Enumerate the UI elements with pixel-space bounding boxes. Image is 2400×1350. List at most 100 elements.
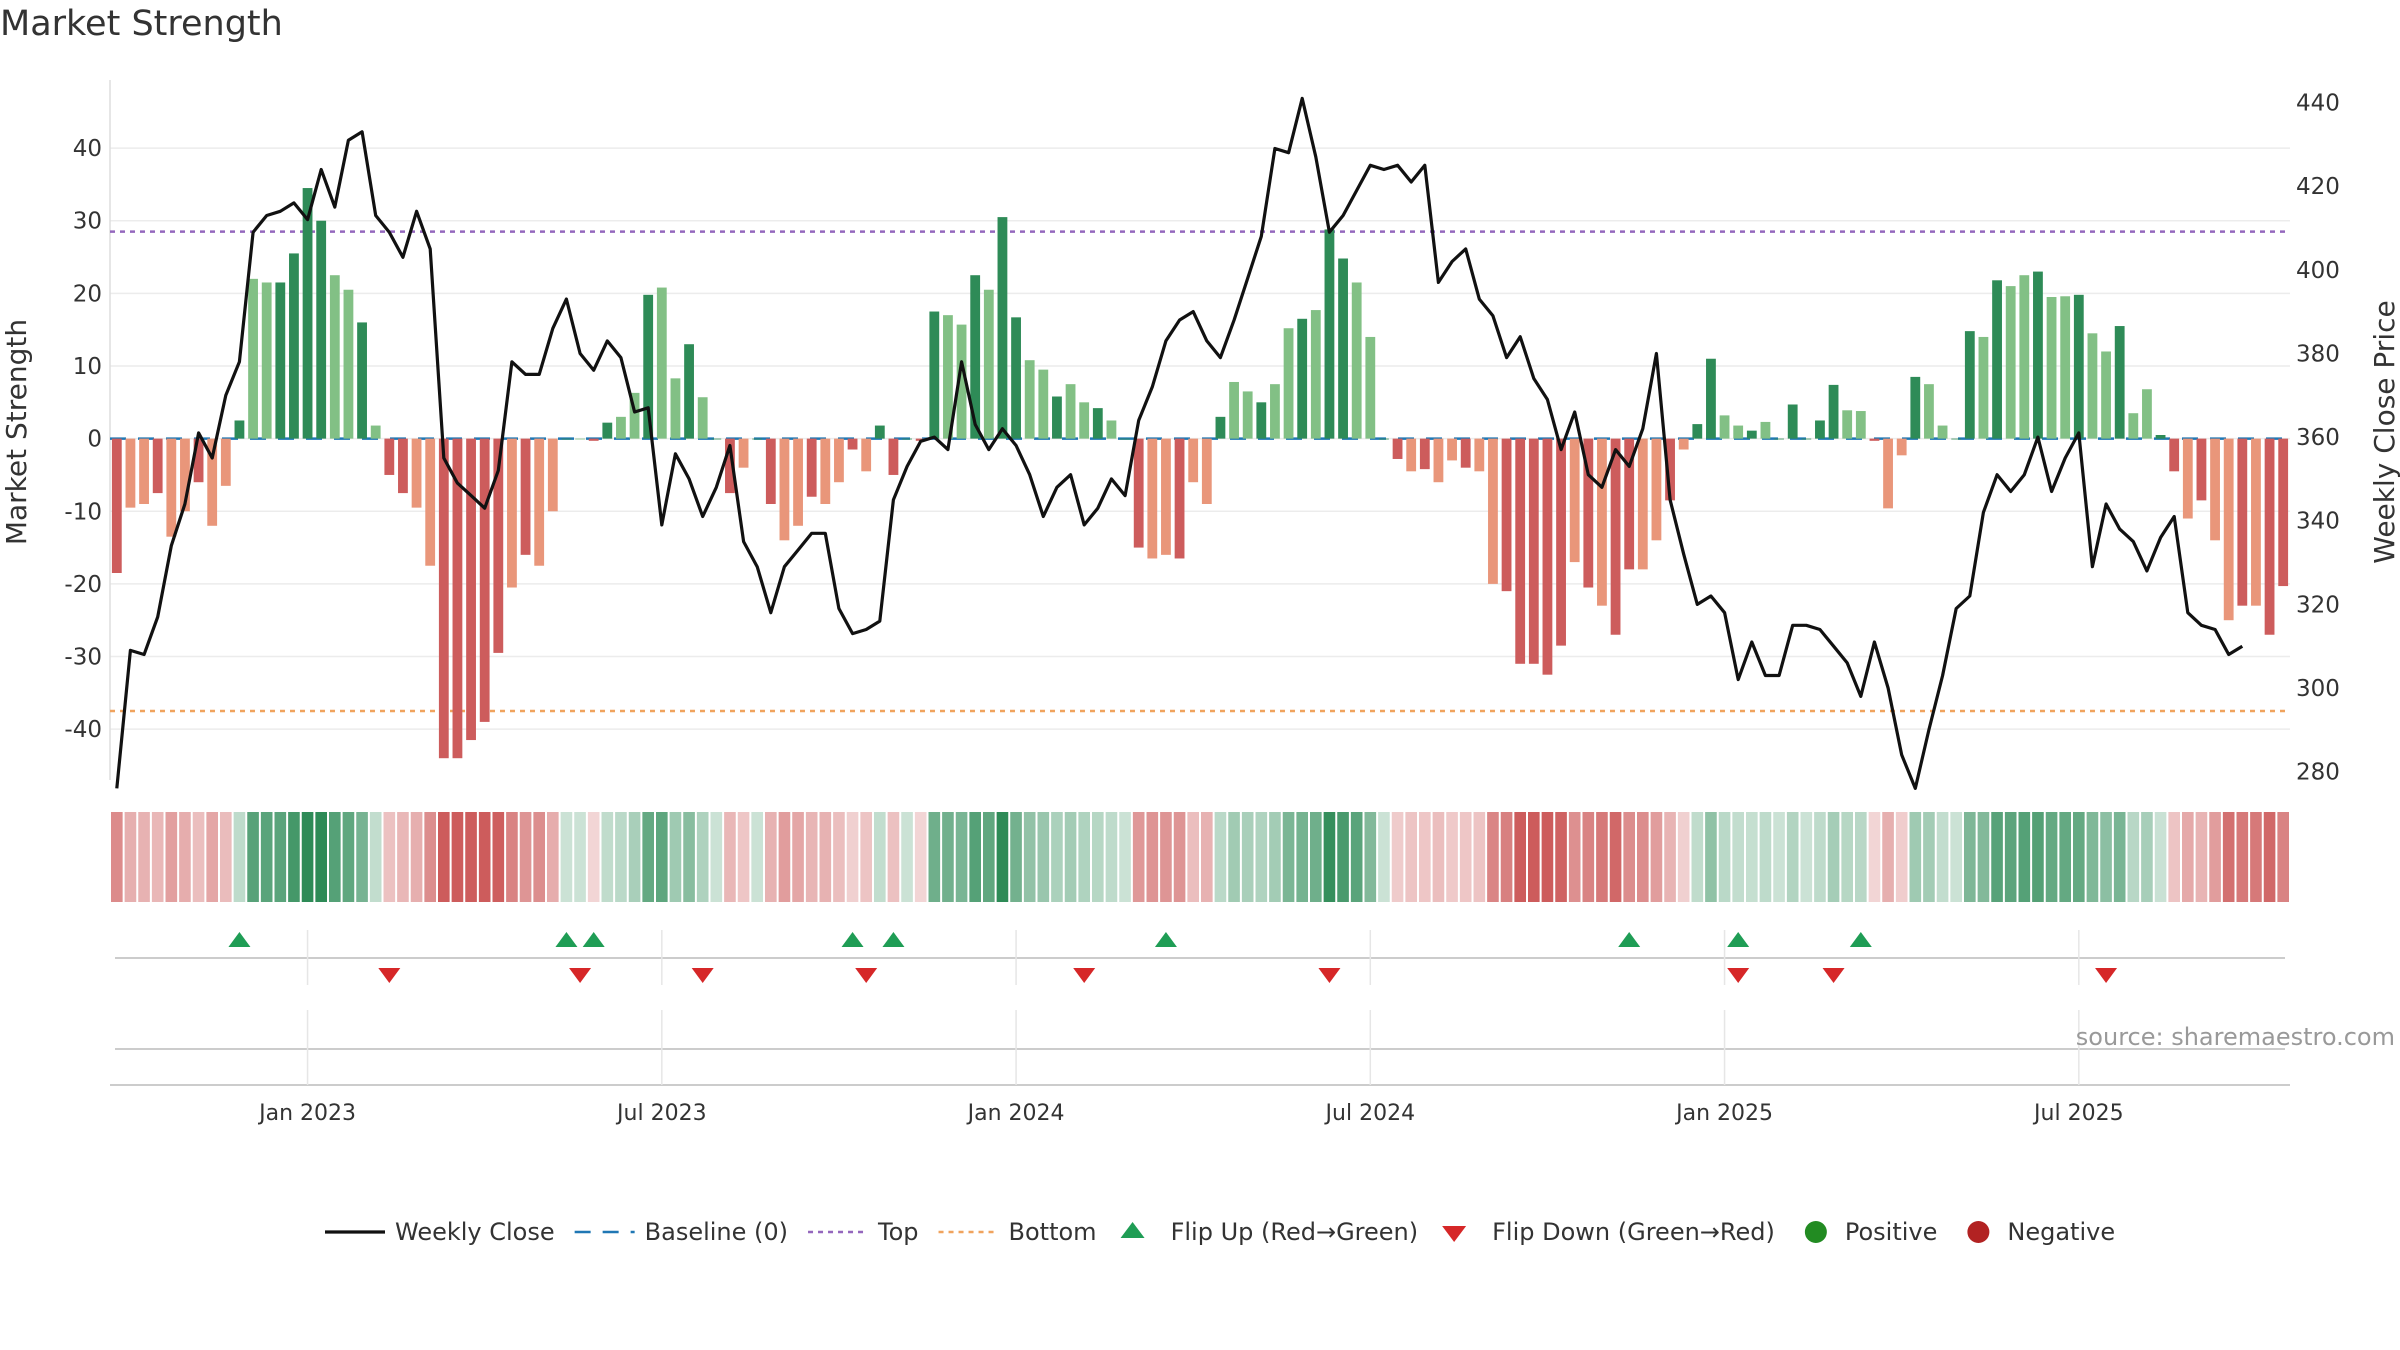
strength-bar (1883, 438, 1893, 509)
heat-cell (1146, 812, 1159, 902)
strength-bar (970, 275, 981, 439)
strength-bar (1052, 396, 1062, 439)
heat-cell (1132, 812, 1145, 902)
strength-bar (1678, 438, 1689, 450)
heat-cell (587, 812, 600, 902)
flip-up-marker (882, 932, 905, 947)
heat-cell (1282, 812, 1295, 902)
heat-cell (260, 812, 273, 902)
heat-cell (874, 812, 886, 902)
strength-bar (874, 425, 885, 439)
heat-cell (983, 812, 995, 902)
strength-bar (1038, 369, 1049, 439)
strength-bar (684, 344, 694, 439)
strength-bar (1079, 402, 1090, 439)
strength-bar (1787, 404, 1798, 439)
heat-cell (478, 812, 491, 902)
strength-bar (1692, 424, 1703, 439)
strength-bar (1024, 360, 1035, 439)
heat-cell (1310, 812, 1322, 902)
strength-bar (1896, 438, 1907, 456)
legend-label: Weekly Close (395, 1218, 555, 1246)
strength-bar (561, 438, 572, 440)
heat-cell (2236, 812, 2249, 902)
strength-bar (398, 438, 408, 494)
strength-bar (643, 294, 654, 439)
x-axis: Jan 2023 Jul 2023 Jan 2024 Jul 2024 Jan 2025… (110, 930, 2290, 1126)
strength-bar (2073, 294, 2084, 439)
strength-bar (1665, 438, 1675, 501)
heat-cell (642, 812, 654, 902)
heat-cell (233, 812, 246, 902)
strength-bar (2019, 275, 2030, 439)
strength-bar (1433, 438, 1444, 483)
strength-bar (193, 438, 204, 483)
heat-cell (1214, 812, 1227, 902)
heat-cell (1350, 812, 1363, 902)
strength-bar (2101, 351, 2111, 439)
heat-cell (887, 812, 900, 902)
heat-cell (846, 812, 859, 902)
heat-cell (2154, 812, 2167, 902)
heat-cell (301, 812, 314, 902)
y2-tick-label: 320 (2296, 592, 2340, 618)
strength-bar (248, 278, 258, 439)
flip-down-marker (691, 968, 714, 983)
strength-bar (1937, 425, 1948, 439)
heat-cell (1296, 812, 1308, 902)
strength-bar (1419, 438, 1430, 470)
strength-bar (1978, 336, 1989, 439)
heat-cell (792, 812, 804, 902)
flip-markers (115, 932, 2285, 1050)
strength-bar (2128, 413, 2139, 439)
heat-cell (1555, 812, 1567, 902)
legend: Weekly Close Baseline (0) Top Bottom Flip Up… (325, 1218, 2115, 1246)
heat-cell (1582, 812, 1595, 902)
flip-down-marker (855, 968, 878, 983)
strength-bar (1842, 410, 1853, 439)
strength-bar (1120, 438, 1130, 440)
strength-bar (125, 438, 136, 508)
strength-bar (1310, 310, 1321, 439)
strength-bar (1528, 438, 1539, 664)
y-tick-label: -30 (64, 645, 102, 671)
strength-bar (765, 438, 776, 504)
strength-bar (425, 438, 436, 566)
heat-cell (1514, 812, 1526, 902)
x-tick-label: Jul 2023 (615, 1101, 707, 1126)
heat-cell (1160, 812, 1172, 902)
heat-cell (1868, 812, 1881, 902)
y2-tick-label: 300 (2296, 676, 2340, 702)
strength-bar (1242, 391, 1253, 439)
heat-cell (383, 812, 396, 902)
strength-bar (275, 282, 286, 439)
heat-cell (2277, 812, 2289, 902)
strength-bar (1488, 438, 1498, 584)
strength-bar (438, 438, 449, 759)
strength-bar (888, 438, 899, 475)
heat-cell (206, 812, 218, 902)
flip-down-marker (1073, 968, 1096, 983)
strength-bar (1569, 438, 1580, 563)
x-tick-label: Jan 2025 (1674, 1101, 1773, 1126)
heat-cell (778, 812, 791, 902)
y2-tick-label: 400 (2296, 258, 2340, 284)
heat-cell (1092, 812, 1104, 902)
strength-bar (738, 438, 749, 468)
heat-cell (2004, 812, 2017, 902)
chart-title: Market Strength (0, 4, 283, 44)
heat-cell (2059, 812, 2071, 902)
strength-bar (466, 438, 476, 741)
strength-bar (1065, 384, 1076, 439)
strength-bar (111, 438, 122, 573)
strength-bar (1501, 438, 1512, 592)
heat-cell (369, 812, 382, 902)
legend-label: Flip Down (Green→Red) (1492, 1218, 1775, 1246)
strength-bar (2278, 438, 2289, 587)
heat-cell (1064, 812, 1077, 902)
heat-cell (1459, 812, 1472, 902)
heat-cell (737, 812, 750, 902)
strength-bar (820, 438, 831, 504)
heat-cell (819, 812, 832, 902)
x-tick-label: Jul 2025 (2032, 1101, 2124, 1126)
